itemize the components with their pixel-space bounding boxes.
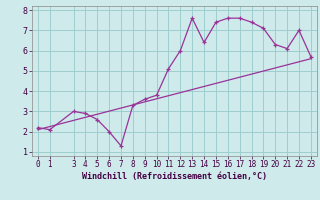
X-axis label: Windchill (Refroidissement éolien,°C): Windchill (Refroidissement éolien,°C) <box>82 172 267 181</box>
